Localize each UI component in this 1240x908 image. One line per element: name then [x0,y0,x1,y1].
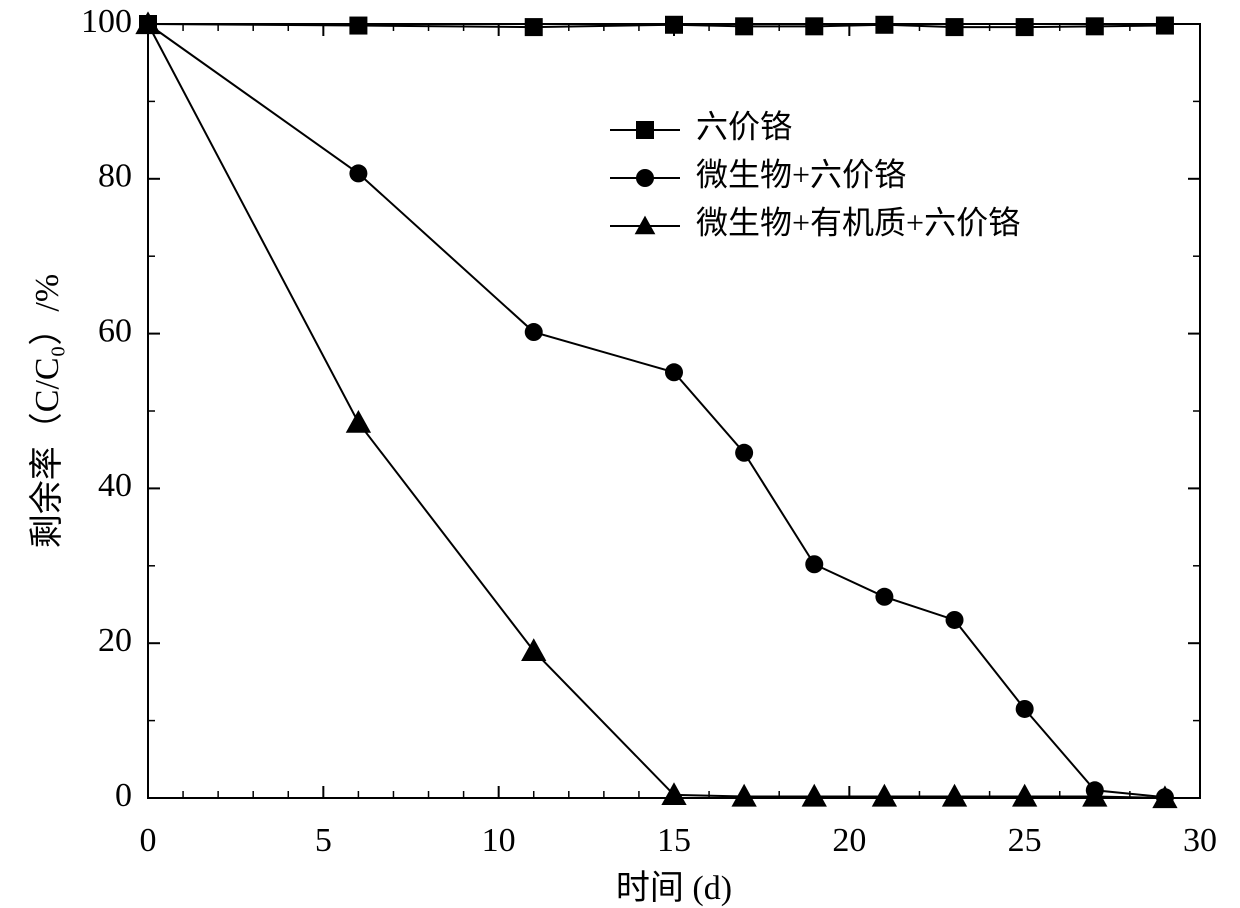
circle-marker-icon [349,164,367,182]
y-tick-label: 0 [115,777,132,814]
square-marker-icon [525,18,543,36]
circle-marker-icon [875,588,893,606]
triangle-marker-icon [1012,784,1037,807]
y-tick-label: 40 [98,467,132,504]
y-tick-label: 80 [98,158,132,195]
square-marker-icon [946,18,964,36]
triangle-marker-icon [942,784,967,807]
triangle-marker-icon [731,784,756,807]
circle-marker-icon [805,555,823,573]
circle-marker-icon [636,169,654,187]
square-marker-icon [349,17,367,35]
x-tick-label: 15 [657,822,691,859]
chart-container: 0 5 10 15 20 25 30 0 20 40 60 80 100 时间 (d) 剩余率（C/C₀）/… [0,0,1240,908]
square-marker-icon [1156,17,1174,35]
line-chart: 0 5 10 15 20 25 30 0 20 40 60 80 100 时间 (d) 剩余率（C/C₀）/… [0,0,1240,908]
legend: 六价铬微生物+六价铬微生物+有机质+六价铬 [610,108,1020,240]
square-marker-icon [735,17,753,35]
legend-label: 六价铬 [696,108,792,144]
y-axis-label: 剩余率（C/C₀）/% [28,274,66,548]
x-tick-label: 30 [1183,822,1217,859]
circle-marker-icon [665,363,683,381]
legend-label: 微生物+六价铬 [696,156,906,192]
triangle-marker-icon [635,216,656,235]
triangle-marker-icon [872,784,897,807]
x-tick-label: 20 [832,822,866,859]
circle-marker-icon [946,611,964,629]
circle-marker-icon [735,444,753,462]
series-1 [139,15,1174,806]
circle-marker-icon [1016,700,1034,718]
square-marker-icon [636,121,654,139]
circle-marker-icon [525,323,543,341]
series-line [148,24,1165,798]
x-tick-label: 5 [315,822,332,859]
x-tick-label: 10 [482,822,516,859]
y-tick-label: 20 [98,622,132,659]
legend-label: 微生物+有机质+六价铬 [696,204,1020,240]
square-marker-icon [665,16,683,34]
series-line [148,24,1165,797]
y-tick-label: 100 [81,3,132,40]
triangle-marker-icon [521,638,546,661]
x-tick-label: 0 [140,822,157,859]
y-tick-label: 60 [98,312,132,349]
x-tick-label: 25 [1008,822,1042,859]
square-marker-icon [1086,17,1104,35]
square-marker-icon [875,16,893,34]
triangle-marker-icon [802,784,827,807]
series-0 [139,15,1174,36]
square-marker-icon [1016,18,1034,36]
x-axis-label: 时间 (d) [616,870,732,907]
square-marker-icon [805,17,823,35]
triangle-marker-icon [1082,784,1107,807]
triangle-marker-icon [346,410,371,433]
